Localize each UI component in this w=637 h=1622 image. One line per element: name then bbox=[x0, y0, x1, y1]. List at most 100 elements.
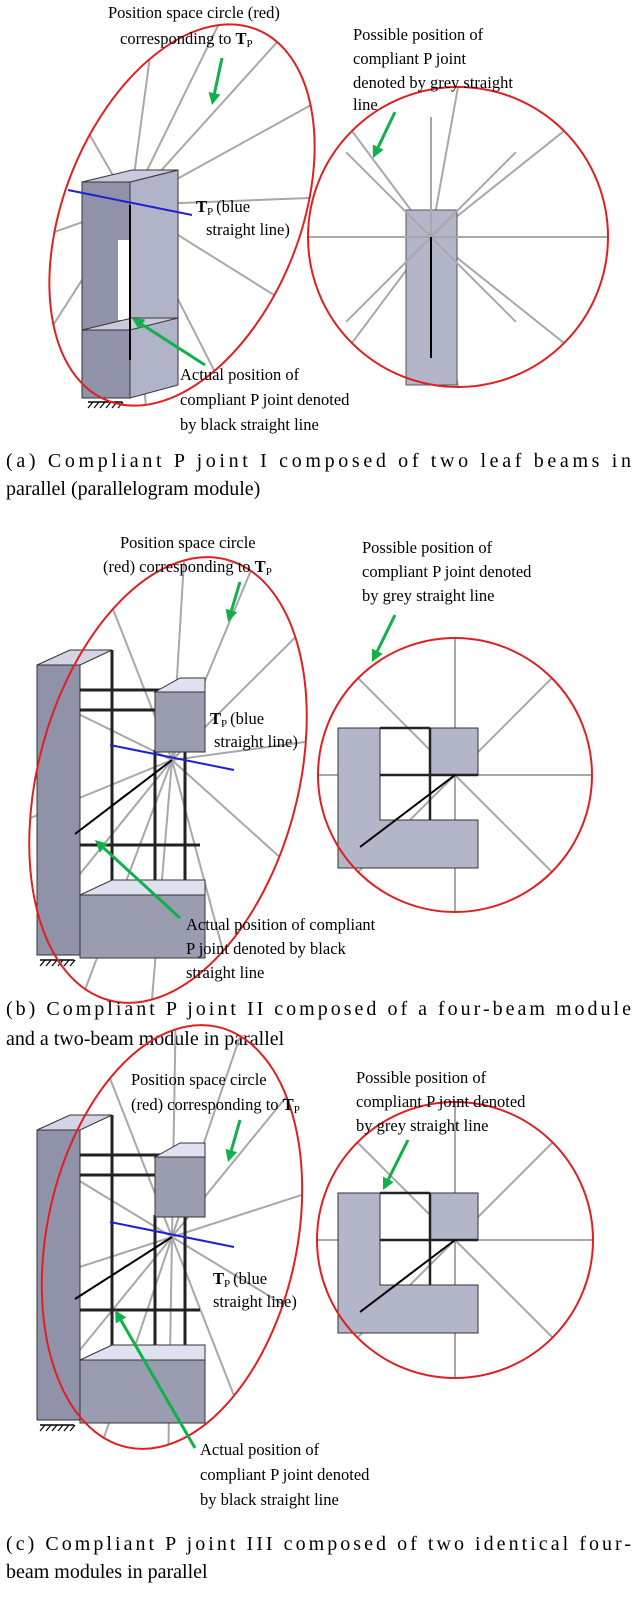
label-text: Possible position of bbox=[356, 1068, 487, 1087]
symbol-base: T bbox=[283, 1095, 294, 1114]
circle-label: Position space circle bbox=[131, 1070, 267, 1089]
circle-label: Position space circle (red) bbox=[108, 3, 280, 22]
possible-position-line bbox=[346, 152, 431, 237]
label-text: P joint denoted by black bbox=[186, 939, 347, 958]
circle-label: Position space circle bbox=[120, 533, 256, 552]
symbol-subscript: P bbox=[221, 718, 227, 730]
symbol-subscript: P bbox=[207, 206, 213, 218]
label-text: straight line) bbox=[206, 220, 290, 239]
label-text: Actual position of bbox=[180, 365, 300, 384]
actual-label: Actual position of bbox=[200, 1440, 320, 1459]
label-text: (red) corresponding to bbox=[131, 1095, 279, 1114]
label-text: Possible position of bbox=[362, 538, 493, 557]
ground-hatch bbox=[52, 960, 57, 966]
label-text: compliant P joint denoted bbox=[356, 1092, 526, 1111]
possible-label: denoted by grey straight bbox=[353, 73, 513, 92]
pointer-arrow bbox=[377, 615, 395, 651]
body-face bbox=[37, 665, 80, 955]
possible-label: by grey straight line bbox=[356, 1116, 488, 1135]
label-text: by black straight line bbox=[180, 415, 319, 434]
label-text: compliant P joint denoted bbox=[200, 1465, 370, 1484]
label-text: Actual position of bbox=[200, 1440, 320, 1459]
label-text: Actual position of compliant bbox=[186, 915, 376, 934]
symbol-subscript: P bbox=[266, 566, 272, 578]
ground-hatch bbox=[40, 960, 45, 966]
actual-label: compliant P joint denoted bbox=[180, 390, 350, 409]
circle-label: (red) corresponding to TP bbox=[103, 557, 272, 578]
tp-label: straight line) bbox=[214, 732, 298, 751]
ground-hatch bbox=[88, 402, 93, 408]
actual-label: by black straight line bbox=[180, 415, 319, 434]
possible-label: Possible position of bbox=[353, 25, 484, 44]
pointer-arrow bbox=[378, 112, 395, 147]
label-text: straight line) bbox=[214, 732, 298, 751]
actual-label: straight line bbox=[186, 963, 264, 982]
label-text: Possible position of bbox=[353, 25, 484, 44]
symbol-base: T bbox=[210, 709, 221, 728]
tp-label: straight line) bbox=[213, 1292, 297, 1311]
body-face bbox=[37, 1130, 80, 1420]
tp-label: TP(blue bbox=[213, 1269, 267, 1290]
caption: (b) Compliant P joint II composed of a f… bbox=[6, 998, 631, 1020]
pointer-arrow bbox=[231, 1120, 240, 1150]
ground-hatch bbox=[70, 960, 75, 966]
label-text: denoted by grey straight bbox=[353, 73, 513, 92]
pointer-head bbox=[226, 609, 237, 622]
ground-hatch bbox=[46, 960, 51, 966]
label-text: by black straight line bbox=[200, 1490, 339, 1509]
ground-hatch bbox=[40, 1425, 45, 1431]
actual-label: Actual position of bbox=[180, 365, 300, 384]
actual-position-line bbox=[75, 1237, 172, 1299]
actual-label: by black straight line bbox=[200, 1490, 339, 1509]
ground-hatch bbox=[64, 1425, 69, 1431]
label-text: (blue bbox=[216, 197, 250, 216]
label-text: (blue bbox=[233, 1269, 267, 1288]
caption: (c) Compliant P joint III composed of tw… bbox=[6, 1533, 631, 1555]
label-text: straight line) bbox=[213, 1292, 297, 1311]
figure: Position space circle (red) corresponding… bbox=[0, 0, 637, 1622]
actual-label: compliant P joint denoted bbox=[200, 1465, 370, 1484]
ground-hatch bbox=[70, 1425, 75, 1431]
caption: parallel (parallelogram module) bbox=[6, 478, 260, 500]
body-face bbox=[430, 728, 478, 775]
symbol-subscript: P bbox=[224, 1278, 230, 1290]
caption: and a two-beam module in parallel bbox=[6, 1028, 285, 1050]
label-text: corresponding to bbox=[120, 29, 231, 48]
label-text: Position space circle bbox=[120, 533, 256, 552]
label-text: Position space circle bbox=[131, 1070, 267, 1089]
body-face bbox=[155, 692, 205, 752]
body-face bbox=[155, 1143, 205, 1157]
circle-label: (red) corresponding to TP bbox=[131, 1095, 300, 1116]
body-face bbox=[430, 1193, 478, 1240]
actual-label: Actual position of compliant bbox=[186, 915, 376, 934]
ground-hatch bbox=[58, 1425, 63, 1431]
possible-label: compliant P joint denoted bbox=[362, 562, 532, 581]
label-text: compliant P joint bbox=[353, 49, 466, 68]
possible-label: compliant P joint bbox=[353, 49, 466, 68]
body-face bbox=[37, 1115, 112, 1130]
body-face bbox=[155, 678, 205, 692]
label-text: line bbox=[353, 95, 378, 114]
tp-label: straight line) bbox=[206, 220, 290, 239]
ground-hatch bbox=[46, 1425, 51, 1431]
window bbox=[118, 240, 130, 320]
tp-label: TP(blue bbox=[210, 709, 264, 730]
symbol-base: T bbox=[213, 1269, 224, 1288]
circle-label: corresponding to TP bbox=[120, 29, 253, 50]
ground-hatch bbox=[100, 402, 105, 408]
label-text: straight line bbox=[186, 963, 264, 982]
possible-label: Possible position of bbox=[362, 538, 493, 557]
label-text: compliant P joint denoted bbox=[362, 562, 532, 581]
label-text: Position space circle (red) bbox=[108, 3, 280, 22]
pointer-arrow bbox=[388, 1140, 408, 1179]
label-text: compliant P joint denoted bbox=[180, 390, 350, 409]
label-text: by grey straight line bbox=[356, 1116, 488, 1135]
possible-label: compliant P joint denoted bbox=[356, 1092, 526, 1111]
symbol-base: T bbox=[235, 29, 246, 48]
body-face bbox=[80, 1360, 205, 1423]
label-text: by grey straight line bbox=[362, 586, 494, 605]
label-text: (red) corresponding to bbox=[103, 557, 251, 576]
symbol-base: T bbox=[196, 197, 207, 216]
symbol-subscript: P bbox=[247, 38, 253, 50]
caption: beam modules in parallel bbox=[6, 1561, 208, 1583]
